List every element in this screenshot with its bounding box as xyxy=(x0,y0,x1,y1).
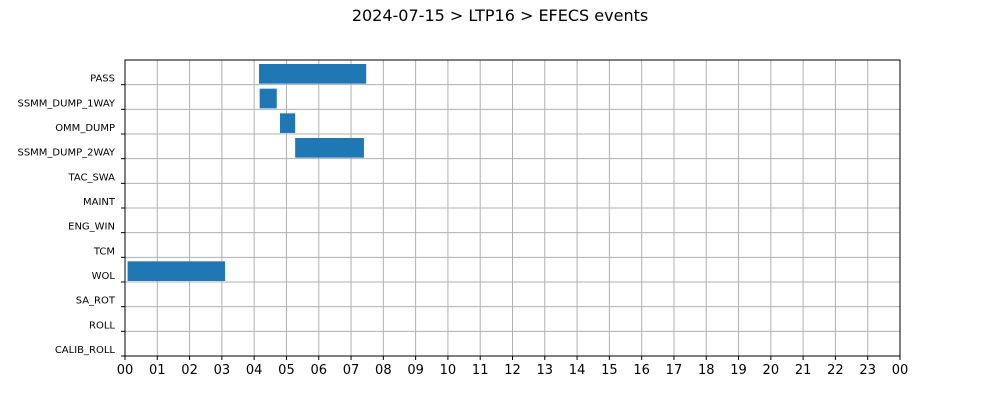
grid-layer xyxy=(124,60,901,356)
category-label: SSMM_DUMP_2WAY xyxy=(17,148,115,159)
x-tick-label: 03 xyxy=(214,363,231,378)
chart-title: 2024-07-15 > LTP16 > EFECS events xyxy=(351,6,649,25)
category-label: SSMM_DUMP_1WAY xyxy=(17,98,115,109)
x-tick-label: 19 xyxy=(730,363,747,378)
bars-layer xyxy=(127,64,367,281)
x-tick-label: 00 xyxy=(892,363,909,378)
y-axis: PASS SSMM_DUMP_1WAY OMM_DUMP SSMM_DUMP_2WAY… xyxy=(17,74,125,357)
x-tick-label: 12 xyxy=(504,363,521,378)
category-label: MAINT xyxy=(83,197,116,208)
category-label: WOL xyxy=(92,271,116,282)
x-tick-label: 20 xyxy=(763,363,780,378)
category-label: ENG_WIN xyxy=(68,222,115,233)
x-tick-label: 13 xyxy=(537,363,554,378)
x-tick-label: 07 xyxy=(343,363,360,378)
event-bar-ssmm-dump-1way xyxy=(259,88,277,109)
x-tick-label: 21 xyxy=(795,363,812,378)
event-bar-omm-dump xyxy=(280,113,296,133)
x-tick-label: 14 xyxy=(569,363,586,378)
category-label: TCM xyxy=(93,246,115,257)
x-tick-label: 23 xyxy=(859,363,876,378)
event-bar-wol xyxy=(127,261,226,281)
x-tick-label: 10 xyxy=(440,363,457,378)
category-label: OMM_DUMP xyxy=(55,123,115,134)
event-bar-ssmm-dump-2way xyxy=(295,138,364,158)
x-tick-label: 05 xyxy=(278,363,295,378)
x-tick-label: 18 xyxy=(698,363,715,378)
x-tick-label: 15 xyxy=(601,363,618,378)
x-tick-label: 06 xyxy=(310,363,327,378)
category-label: ROLL xyxy=(89,320,115,331)
x-tick-label: 09 xyxy=(407,363,424,378)
category-label: PASS xyxy=(90,74,115,85)
x-tick-label: 02 xyxy=(181,363,198,378)
x-tick-label: 22 xyxy=(827,363,844,378)
x-tick-label: 00 xyxy=(117,363,134,378)
category-label: SA_ROT xyxy=(76,296,116,307)
x-axis: 00 01 02 03 04 05 06 07 08 09 10 11 12 13 14 15 16 17 18 19… xyxy=(117,356,909,378)
x-tick-label: 04 xyxy=(246,363,263,378)
x-tick-label: 16 xyxy=(633,363,650,378)
x-tick-label: 08 xyxy=(375,363,392,378)
x-tick-label: 01 xyxy=(149,363,166,378)
x-tick-label: 17 xyxy=(666,363,683,378)
event-bar-pass xyxy=(259,64,367,84)
category-label: CALIB_ROLL xyxy=(55,345,116,356)
x-tick-label: 11 xyxy=(472,363,489,378)
category-label: TAC_SWA xyxy=(67,172,115,183)
